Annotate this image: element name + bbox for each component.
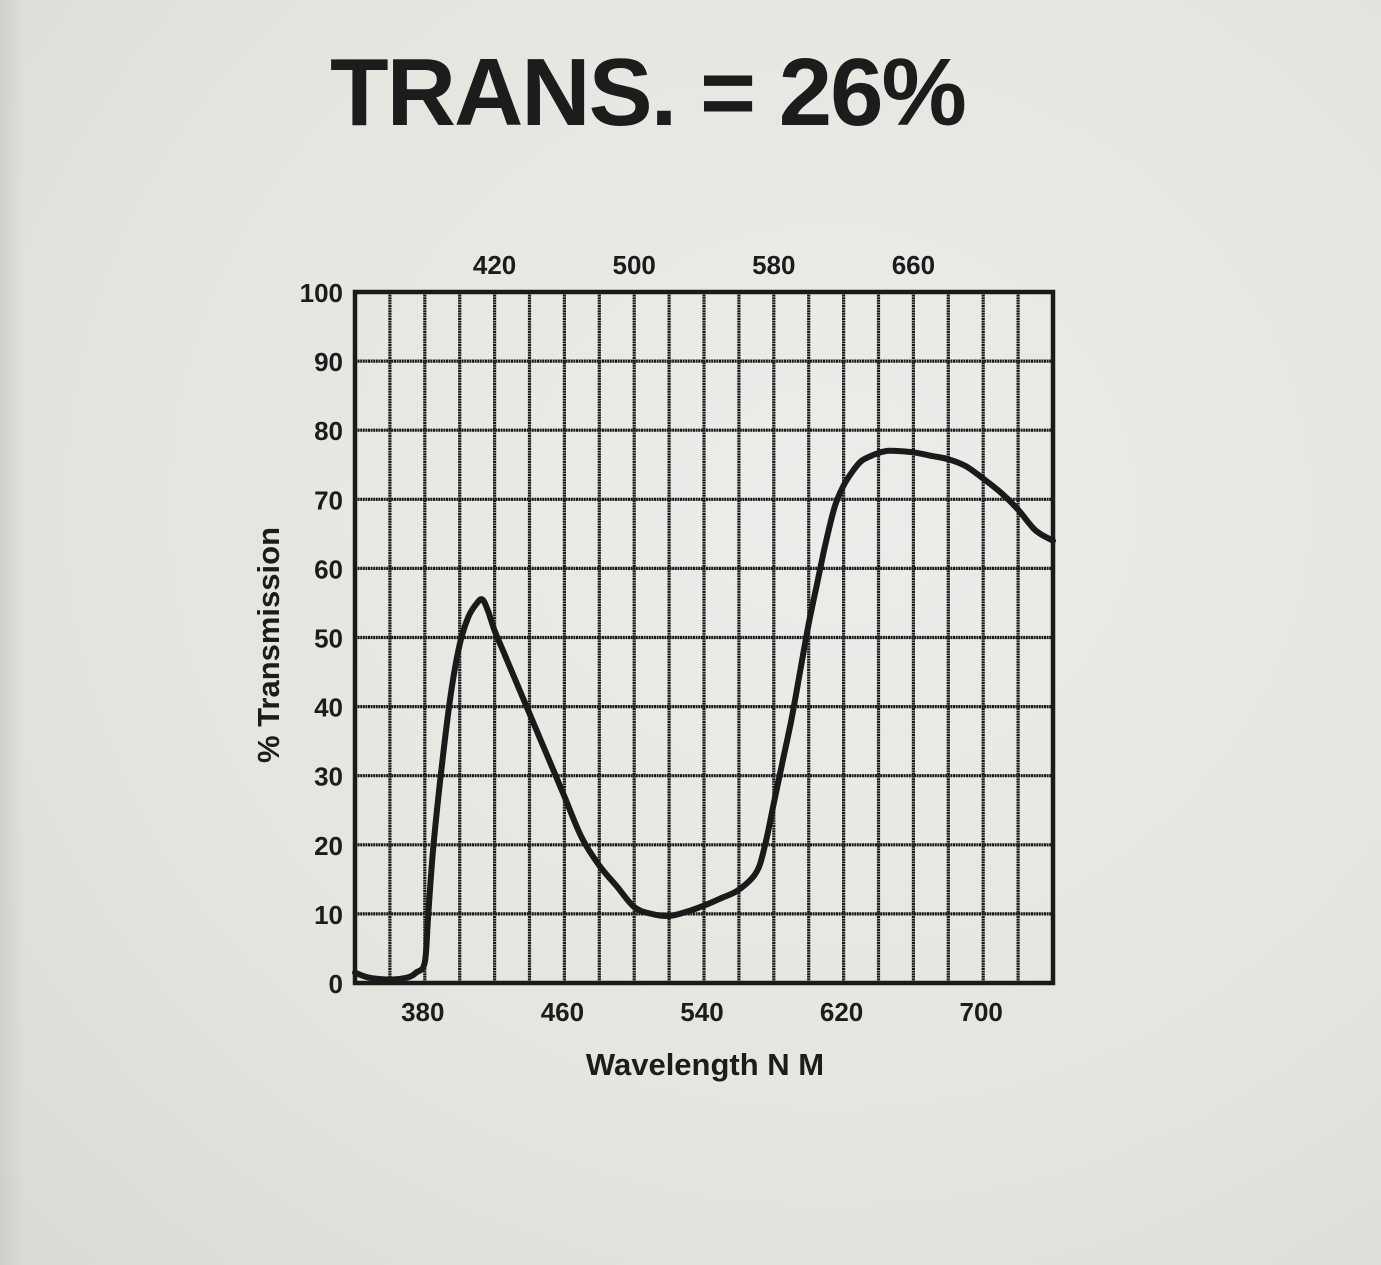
chart-grid — [355, 292, 1053, 983]
y-tick-label: 0 — [329, 969, 343, 999]
x-tick-label-bottom: 700 — [960, 997, 1003, 1027]
y-tick-label: 100 — [300, 278, 343, 308]
transmission-series-line — [352, 447, 1056, 983]
x-tick-label-bottom: 460 — [541, 997, 584, 1027]
x-tick-label-top: 580 — [752, 250, 795, 280]
x-axis-top-ticks: 420 500 580 660 — [473, 250, 935, 280]
y-tick-label: 70 — [314, 485, 343, 515]
chart-title: TRANS. = 26% — [330, 39, 967, 146]
series-group — [352, 447, 1056, 983]
x-tick-label-bottom: 380 — [401, 997, 444, 1027]
x-tick-label-top: 660 — [892, 250, 935, 280]
x-tick-label-top: 500 — [613, 250, 656, 280]
y-axis-ticks: 0 10 20 30 40 50 60 70 80 90 100 — [300, 278, 343, 999]
page-edge-shadow — [0, 0, 24, 1265]
y-tick-label: 40 — [314, 693, 343, 723]
plot-border — [352, 289, 1056, 986]
y-tick-label: 80 — [314, 416, 343, 446]
plot-frame — [352, 289, 1056, 986]
x-axis-bottom-ticks: 380 460 540 620 700 — [401, 997, 1003, 1027]
y-tick-label: 10 — [314, 900, 343, 930]
x-tick-label-top: 420 — [473, 250, 516, 280]
y-tick-label: 60 — [314, 554, 343, 584]
y-tick-label: 50 — [314, 624, 343, 654]
x-tick-label-bottom: 540 — [680, 997, 723, 1027]
y-tick-label: 90 — [314, 347, 343, 377]
x-axis-label: Wavelength N M — [586, 1047, 824, 1082]
y-tick-label: 20 — [314, 831, 343, 861]
y-axis-label: % Transmission — [251, 527, 286, 763]
x-tick-label-bottom: 620 — [820, 997, 863, 1027]
y-tick-label: 30 — [314, 762, 343, 792]
